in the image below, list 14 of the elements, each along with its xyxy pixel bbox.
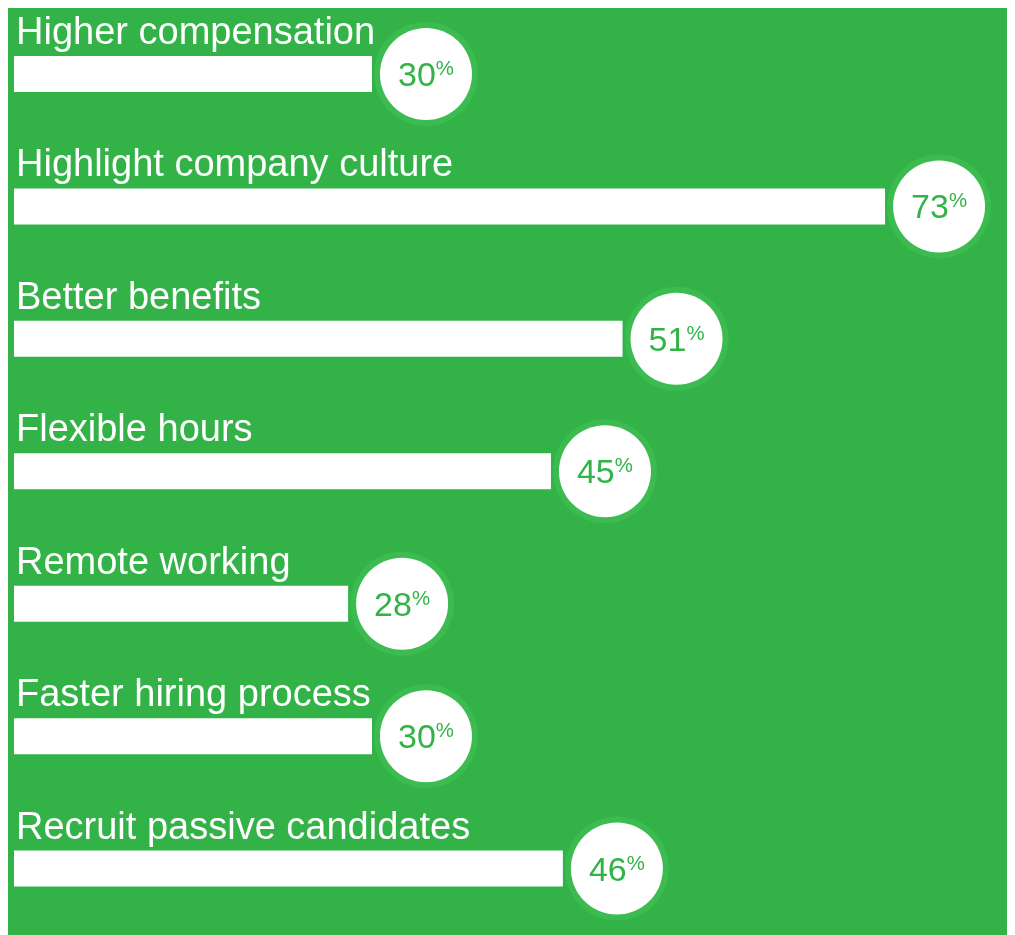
data-label: 73$^{%}$ bbox=[911, 187, 968, 226]
data-label: 28$^{%}$ bbox=[374, 584, 431, 623]
y-tick-label: Recruit passive candidates bbox=[16, 804, 471, 847]
data-label: 46$^{%}$ bbox=[588, 849, 645, 888]
data-label: 30$^{%}$ bbox=[397, 717, 454, 756]
data-label: 45$^{%}$ bbox=[576, 452, 633, 491]
data-label: 51$^{%}$ bbox=[648, 319, 705, 358]
y-tick-label: Highlight company culture bbox=[16, 142, 454, 185]
y-tick-label: Flexible hours bbox=[16, 407, 253, 450]
y-tick-label: Faster hiring process bbox=[16, 672, 371, 715]
y-tick-label: Higher compensation bbox=[16, 10, 376, 52]
y-tick-label: Remote working bbox=[16, 539, 291, 582]
data-label: 30$^{%}$ bbox=[397, 55, 454, 93]
y-tick-label: Better benefits bbox=[16, 274, 262, 317]
